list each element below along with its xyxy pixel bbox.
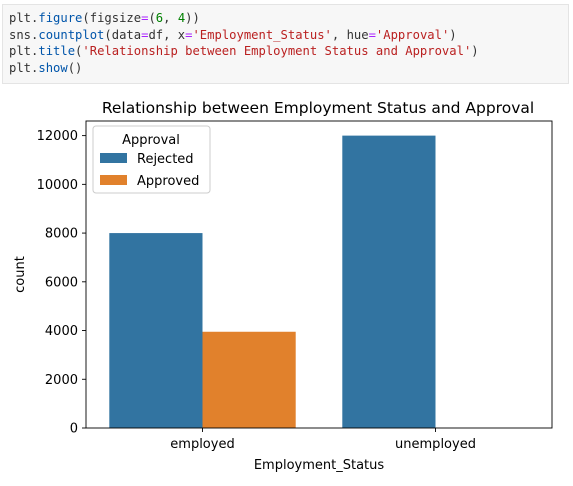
legend-title: Approval xyxy=(122,133,180,148)
y-tick-label: 8000 xyxy=(45,227,78,242)
y-tick-label: 4000 xyxy=(45,324,78,339)
code-token: df, x xyxy=(148,27,186,42)
code-token: countplot xyxy=(38,27,105,42)
code-token: 'Approval' xyxy=(375,27,450,42)
code-token: ( xyxy=(148,11,156,25)
code-token: , xyxy=(163,11,178,25)
y-axis-label: count xyxy=(13,256,28,293)
code-token: )) xyxy=(185,11,200,25)
code-token: = xyxy=(141,11,149,25)
code-token: figure xyxy=(38,11,83,25)
y-tick-label: 2000 xyxy=(45,373,78,388)
legend: Approval Rejected Approved xyxy=(92,125,211,194)
code-token: = xyxy=(141,27,149,42)
legend-label-rejected: Rejected xyxy=(137,152,194,167)
code-line: sns.countplot(data=df, x='Employment_Sta… xyxy=(9,27,568,44)
code-line: plt.figure(figsize=(6, 4)) xyxy=(9,10,568,27)
code-token: (figsize xyxy=(82,11,142,25)
legend-swatch-rejected xyxy=(100,153,127,163)
code-token: 'Employment_Status' xyxy=(192,27,332,42)
countplot-chart: Relationship between Employment Status a… xyxy=(13,99,553,473)
code-cell[interactable]: plt.figure(figsize=(6, 4)) sns.countplot(… xyxy=(2,4,569,84)
code-token: plt. xyxy=(9,60,39,75)
code-token: show xyxy=(38,60,68,75)
plot-frame xyxy=(85,120,553,429)
code-token: () xyxy=(67,60,83,75)
code-token: 6 xyxy=(155,11,164,25)
y-tick-label: 0 xyxy=(70,422,78,437)
code-token: sns. xyxy=(9,27,39,42)
code-token: = xyxy=(185,27,193,42)
code-line: plt.show() xyxy=(9,60,568,77)
x-axis-label: Employment_Status xyxy=(254,458,385,473)
chart-title: Relationship between Employment Status a… xyxy=(102,99,534,117)
code-token: plt. xyxy=(9,11,39,25)
bar-unemployed-rejected xyxy=(342,135,436,428)
legend-label-approved: Approved xyxy=(137,174,199,189)
x-tick-label-unemployed: unemployed xyxy=(395,437,476,452)
code-token: ( xyxy=(75,44,83,58)
code-line: plt.title('Relationship between Employme… xyxy=(9,43,568,60)
code-token: 4 xyxy=(177,11,186,25)
code-token: , hue xyxy=(331,27,369,42)
code-token: ) xyxy=(471,44,479,58)
y-tick-label: 6000 xyxy=(45,275,78,290)
code-token: ) xyxy=(449,27,457,42)
chart-output: Relationship between Employment Status a… xyxy=(0,88,573,481)
code-token: = xyxy=(368,27,376,42)
legend-swatch-approved xyxy=(100,175,127,185)
code-token: 'Relationship between Employment Status … xyxy=(82,44,472,58)
code-token: (data xyxy=(104,27,142,42)
y-tick-label: 12000 xyxy=(37,129,78,144)
code-token: plt. xyxy=(9,44,39,58)
bar-employed-approved xyxy=(202,331,296,428)
bar-employed-rejected xyxy=(109,233,203,428)
y-tick-label: 10000 xyxy=(37,178,78,193)
code-token: title xyxy=(38,44,76,58)
x-tick-label-employed: employed xyxy=(170,437,234,452)
